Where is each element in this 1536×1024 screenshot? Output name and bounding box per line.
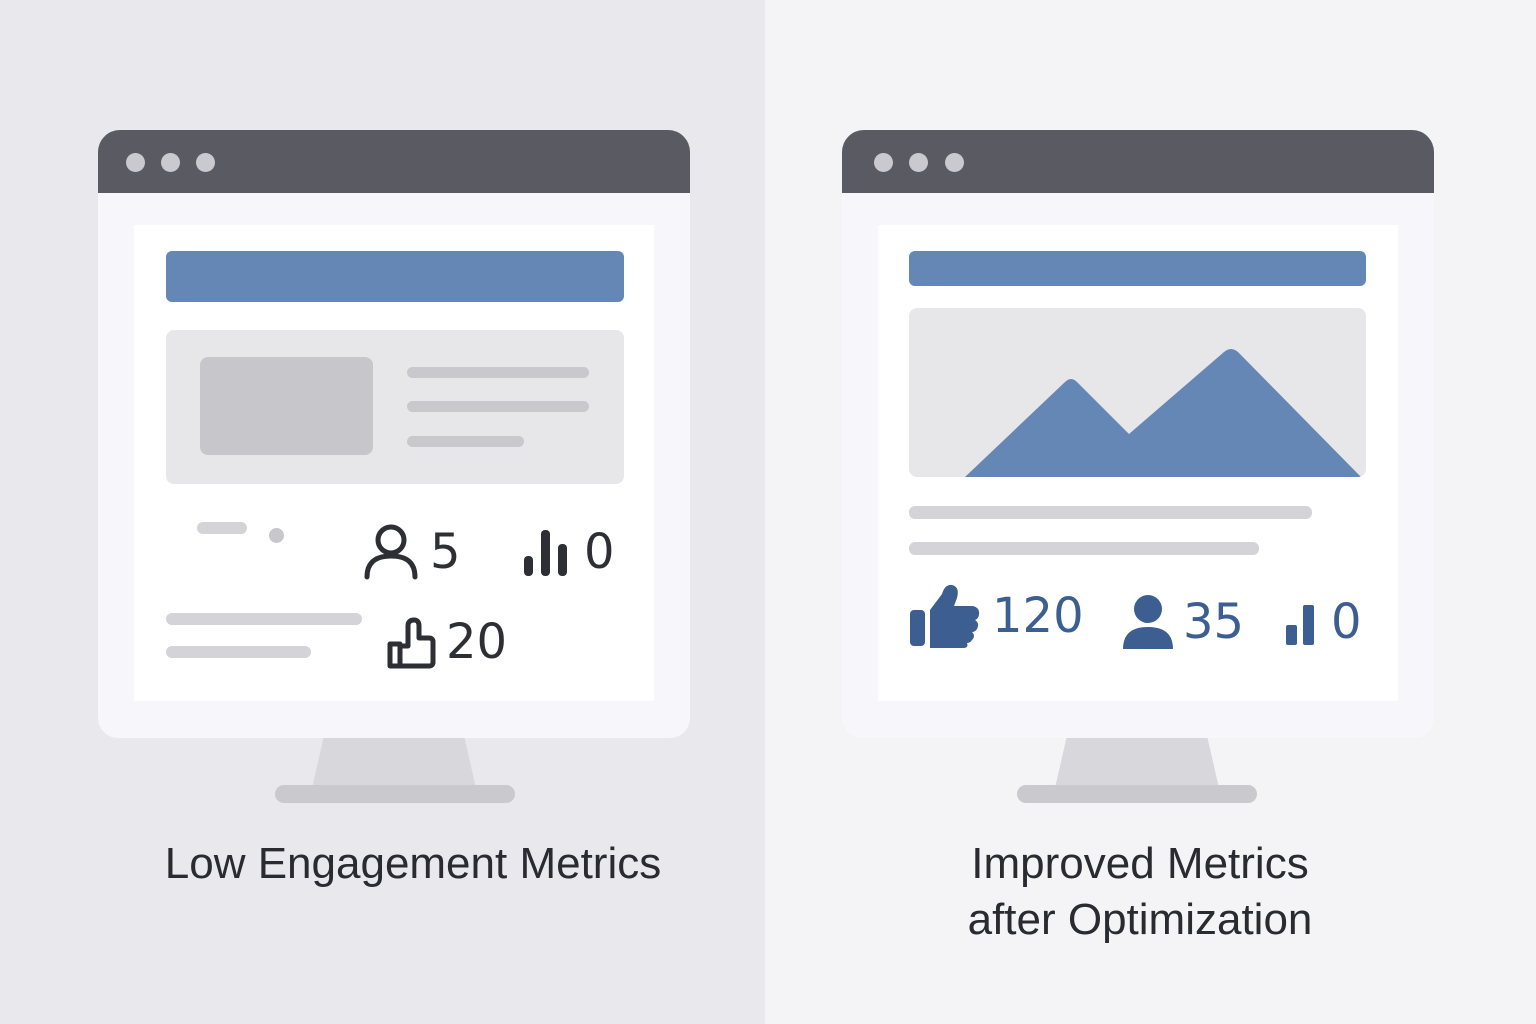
image-placeholder (200, 357, 373, 455)
dot-icon (269, 528, 284, 543)
users-count: 35 (1183, 594, 1245, 650)
user-icon (362, 522, 420, 582)
text-line (166, 646, 311, 658)
bar-chart-icon (522, 522, 572, 582)
window-dot-icon (161, 153, 180, 172)
image-block (909, 308, 1366, 477)
window-dot-icon (909, 153, 928, 172)
left-monitor (98, 130, 690, 738)
text-line (197, 522, 247, 534)
text-line (407, 401, 589, 412)
users-metric: 35 (1121, 592, 1244, 652)
monitor-stand (312, 738, 476, 788)
monitor-base (275, 785, 515, 803)
window-dot-icon (945, 153, 964, 172)
window-dot-icon (196, 153, 215, 172)
window-dot-icon (874, 153, 893, 172)
likes-count: 20 (446, 614, 508, 670)
monitor-base (1017, 785, 1257, 803)
window-titlebar (842, 130, 1434, 193)
right-caption-line-1: Improved Metrics (971, 839, 1309, 888)
likes-metric: 20 (386, 612, 507, 672)
text-line (909, 506, 1312, 519)
text-line (407, 367, 589, 378)
monitor-stand (1055, 738, 1219, 788)
header-bar (166, 251, 624, 302)
left-caption: Low Engagement Metrics (164, 839, 662, 888)
media-block (166, 330, 624, 484)
views-count: 0 (584, 524, 615, 580)
thumbs-up-icon (386, 612, 436, 672)
right-caption-line-2: after Optimization (967, 895, 1313, 944)
users-count: 5 (430, 524, 461, 580)
window-titlebar (98, 130, 690, 193)
bar-chart-icon (1285, 593, 1319, 651)
views-count: 0 (1331, 594, 1362, 650)
likes-count: 120 (992, 588, 1084, 644)
text-line (909, 542, 1259, 555)
text-line (407, 436, 524, 447)
views-metric: 0 (522, 522, 615, 582)
mountain-image-icon (965, 349, 1361, 477)
window-body (842, 193, 1434, 738)
views-metric: 0 (1285, 592, 1362, 652)
likes-metric: 120 (908, 584, 1084, 648)
user-icon (1121, 593, 1175, 651)
thumbs-up-icon (908, 582, 982, 650)
content-card (134, 225, 654, 701)
text-line (166, 613, 362, 625)
users-metric: 5 (362, 522, 461, 582)
window-body (98, 193, 690, 738)
window-dot-icon (126, 153, 145, 172)
header-bar (909, 251, 1366, 286)
